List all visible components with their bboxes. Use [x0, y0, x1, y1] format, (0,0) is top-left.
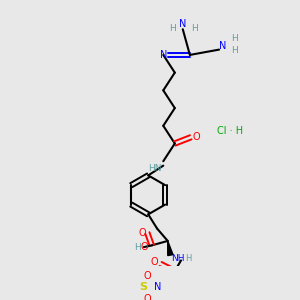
Text: H: H	[191, 24, 198, 33]
Text: Cl · H: Cl · H	[217, 126, 243, 136]
Text: H: H	[134, 243, 141, 252]
Text: O: O	[192, 132, 200, 142]
Text: O: O	[151, 257, 158, 267]
Text: O: O	[143, 294, 151, 300]
Text: S: S	[139, 282, 147, 292]
Text: H: H	[185, 254, 191, 263]
Text: NH: NH	[171, 254, 184, 263]
Text: O: O	[141, 242, 148, 252]
Text: N: N	[179, 19, 187, 29]
Text: O: O	[138, 228, 146, 238]
Polygon shape	[168, 241, 173, 256]
Text: N: N	[219, 41, 226, 51]
Text: N: N	[154, 282, 162, 292]
Text: H: H	[231, 34, 238, 43]
Text: H: H	[231, 46, 238, 55]
Text: O: O	[143, 272, 151, 281]
Text: H: H	[169, 24, 175, 33]
Text: HN: HN	[148, 164, 161, 173]
Text: N: N	[160, 50, 167, 60]
